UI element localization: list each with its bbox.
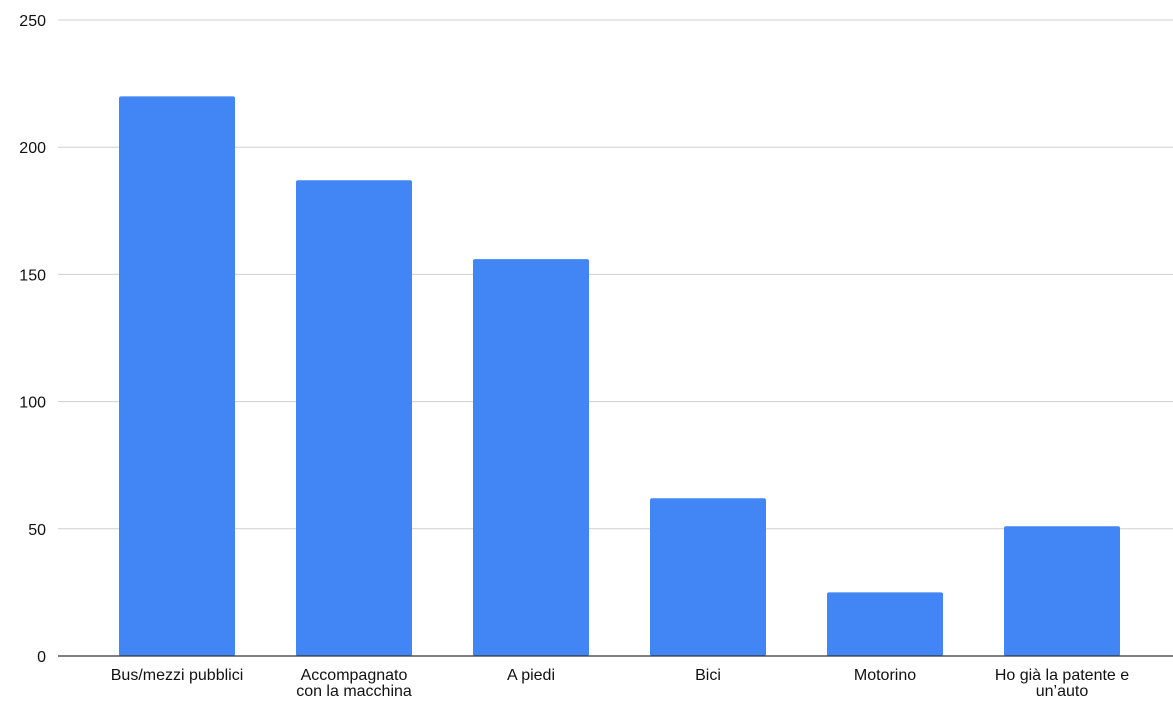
bar: [296, 180, 412, 656]
x-category-label-line: Bici: [695, 667, 721, 684]
y-tick-label: 100: [19, 395, 46, 412]
bar: [650, 498, 766, 656]
x-category-label-line: Accompagnato: [301, 667, 408, 684]
x-category-label: Motorino: [854, 667, 916, 684]
y-tick-label: 150: [19, 267, 46, 284]
x-category-label: Accompagnato con la macchina: [296, 667, 412, 700]
x-category-label: Bus/mezzi pubblici: [111, 667, 244, 684]
bar: [827, 592, 943, 656]
gridlines: [58, 19, 1173, 530]
x-category-label-line: un’auto: [1036, 683, 1089, 700]
x-category-label-line: Motorino: [854, 667, 916, 684]
y-tick-labels: 0 50 100 150 200 250: [19, 13, 46, 666]
y-tick-label: 50: [28, 522, 46, 539]
y-tick-label: 250: [19, 13, 46, 30]
y-tick-label: 200: [19, 140, 46, 157]
x-category-label-line: con la macchina: [296, 683, 412, 700]
bar: [1004, 526, 1120, 656]
x-category-label: A piedi: [507, 667, 555, 684]
y-tick-label: 0: [37, 649, 46, 666]
x-category-label: Ho già la patente e un’auto: [995, 667, 1129, 700]
x-category-label-line: Ho già la patente e: [995, 667, 1129, 684]
x-category-label-line: Bus/mezzi pubblici: [111, 667, 244, 684]
x-category-labels: Bus/mezzi pubblici Accompagnato con la mac…: [111, 667, 1130, 700]
bars: [119, 96, 1120, 656]
bar: [473, 259, 589, 656]
x-category-label-line: A piedi: [507, 667, 555, 684]
x-category-label: Bici: [695, 667, 721, 684]
bar: [119, 96, 235, 656]
